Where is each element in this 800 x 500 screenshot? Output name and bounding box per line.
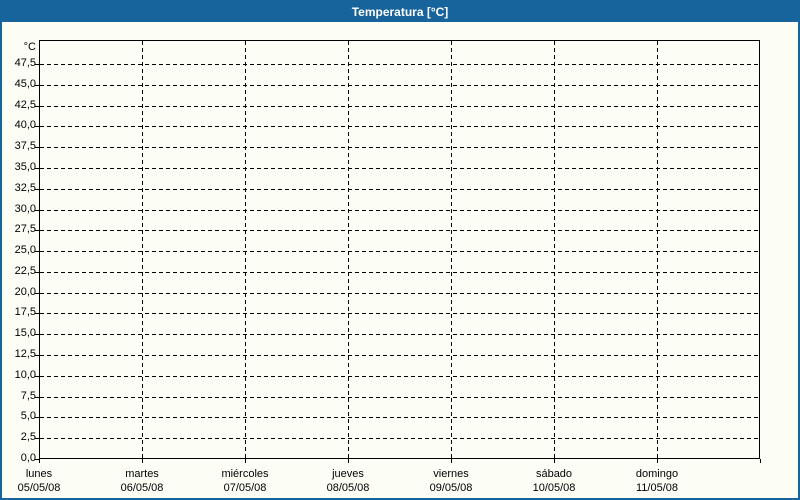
x-axis-day-label: domingo [635,468,679,480]
y-axis-tick-label: 47,5 [14,57,36,69]
y-axis-tick-label: 12,5 [14,348,36,360]
x-axis-date-label: 10/05/08 [532,482,576,494]
x-axis-date-label: 05/05/08 [17,482,61,494]
y-axis-tick-label: 17,5 [14,306,36,318]
y-axis-tick-label: 40,0 [14,119,36,131]
y-axis-tick-label: 25,0 [14,244,36,256]
y-axis-tick-label: 0,0 [20,452,36,464]
x-axis-day-label: lunes [25,468,53,480]
x-axis-date-label: 08/05/08 [326,482,370,494]
y-axis-tick-label: 15,0 [14,327,36,339]
y-axis-tick-label: 7,5 [20,390,36,402]
chart-title: Temperatura [°C] [351,5,449,19]
y-axis-tick-label: 37,5 [14,140,36,152]
x-axis-day-label: martes [125,468,159,480]
x-axis-date-label: 06/05/08 [120,482,164,494]
x-axis-day-label: sábado [535,468,573,480]
y-axis-tick-label: 2,5 [20,431,36,443]
x-axis-day-label: jueves [332,468,364,480]
x-axis-date-label: 07/05/08 [223,482,267,494]
y-axis-tick-label: 10,0 [14,369,36,381]
y-axis-tick-label: 5,0 [20,410,36,422]
plot-area-border [39,40,760,459]
x-axis-date-label: 09/05/08 [429,482,473,494]
y-axis-tick-label: 20,0 [14,286,36,298]
y-axis-tick-label: 45,0 [14,78,36,90]
chart-title-bar: Temperatura [°C] [2,2,798,22]
y-axis-unit-label: °C [23,41,36,53]
y-axis-tick-label: 30,0 [14,203,36,215]
y-axis-tick-label: 32,5 [14,182,36,194]
y-axis-tick-label: 27,5 [14,223,36,235]
x-axis-day-label: miércoles [221,468,269,480]
y-axis-tick-label: 42,5 [14,99,36,111]
y-axis-tick-label: 35,0 [14,161,36,173]
y-axis-tick-label: 22,5 [14,265,36,277]
x-axis-date-label: 11/05/08 [635,482,678,494]
x-axis-day-label: viernes [433,468,469,480]
